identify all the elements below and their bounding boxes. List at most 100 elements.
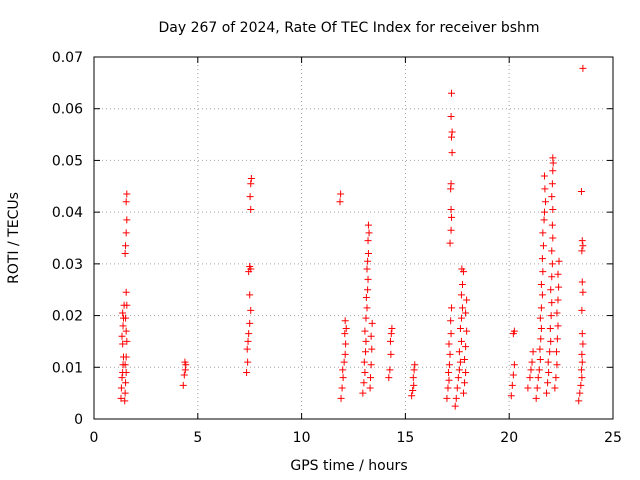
data-point: [536, 356, 544, 364]
data-point: [507, 392, 515, 400]
chart-title: Day 267 of 2024, Rate Of TEC Index for r…: [158, 20, 539, 36]
data-point: [366, 384, 374, 392]
data-point: [448, 128, 456, 136]
y-tick-label: 0.04: [52, 205, 83, 221]
data-point: [448, 149, 456, 157]
data-point: [447, 133, 455, 141]
data-point: [246, 291, 254, 299]
data-point: [246, 319, 254, 327]
data-point: [461, 356, 469, 364]
data-point: [410, 381, 418, 389]
data-point: [244, 358, 252, 366]
data-point: [179, 381, 187, 389]
x-tick-label: 20: [500, 430, 518, 446]
y-tick-label: 0.01: [52, 360, 83, 376]
data-point: [526, 374, 534, 382]
data-point: [510, 361, 518, 369]
data-point: [541, 185, 549, 193]
data-point: [341, 350, 349, 358]
y-axis-label: ROTI / TECUs: [6, 192, 22, 284]
data-point: [387, 330, 395, 338]
data-point: [339, 374, 347, 382]
data-point: [536, 345, 544, 353]
data-point: [537, 281, 545, 289]
data-point: [538, 255, 546, 263]
data-point: [456, 358, 464, 366]
data-point: [458, 281, 466, 289]
data-point: [408, 392, 416, 400]
data-point: [360, 358, 368, 366]
data-point: [537, 304, 545, 312]
data-point: [553, 348, 561, 356]
data-point: [455, 366, 463, 374]
data-point: [409, 374, 417, 382]
data-point: [447, 206, 455, 214]
data-point: [123, 301, 131, 309]
data-point: [463, 296, 471, 304]
data-point: [543, 389, 551, 397]
data-point: [579, 64, 587, 72]
data-point: [447, 112, 455, 120]
data-point: [245, 330, 253, 338]
data-point: [247, 180, 255, 188]
data-point: [547, 337, 555, 345]
data-point: [388, 325, 396, 332]
data-point: [338, 384, 346, 392]
data-point: [576, 389, 584, 397]
x-tick-label: 10: [293, 430, 311, 446]
data-point: [536, 314, 544, 322]
data-point: [452, 394, 460, 402]
data-point: [341, 317, 349, 325]
data-point: [340, 358, 348, 366]
data-point: [121, 397, 129, 405]
plot-frame: [93, 56, 614, 420]
data-point: [451, 402, 459, 410]
data-point: [552, 374, 560, 382]
data-point: [364, 250, 372, 258]
x-axis-label: GPS time / hours: [290, 458, 407, 474]
data-point: [455, 348, 463, 356]
data-point: [368, 319, 376, 327]
data-point: [411, 361, 419, 369]
data-point: [546, 325, 554, 332]
data-point: [443, 394, 451, 402]
data-point: [524, 384, 532, 392]
data-point: [337, 190, 345, 198]
data-point: [118, 374, 126, 382]
data-point: [578, 278, 586, 286]
data-point: [535, 366, 543, 374]
data-point: [532, 394, 540, 402]
data-point: [460, 389, 468, 397]
data-point: [547, 286, 555, 294]
data-point: [463, 327, 471, 335]
data-point: [548, 247, 556, 255]
data-point: [122, 368, 130, 376]
data-point: [122, 198, 130, 206]
data-point: [447, 317, 455, 325]
data-point: [364, 237, 372, 245]
data-point: [447, 304, 455, 312]
data-point: [539, 242, 547, 250]
data-point: [510, 327, 518, 335]
data-point: [363, 304, 371, 312]
data-point: [119, 309, 127, 317]
data-point: [539, 229, 547, 237]
data-point: [362, 293, 370, 301]
data-point: [122, 379, 130, 387]
data-point: [368, 345, 376, 353]
data-point: [445, 376, 453, 384]
data-point: [122, 314, 130, 322]
y-tick-label: 0.06: [52, 102, 83, 118]
data-point: [364, 275, 372, 283]
data-point: [339, 366, 347, 374]
data-point: [445, 340, 453, 348]
data-point: [117, 394, 125, 402]
data-point: [575, 397, 583, 405]
data-point: [458, 304, 466, 312]
y-tick-label: 0.03: [52, 257, 83, 273]
data-point: [553, 335, 561, 343]
data-point: [544, 379, 552, 387]
data-point: [454, 374, 462, 382]
data-point: [243, 345, 251, 353]
data-point: [341, 330, 349, 338]
